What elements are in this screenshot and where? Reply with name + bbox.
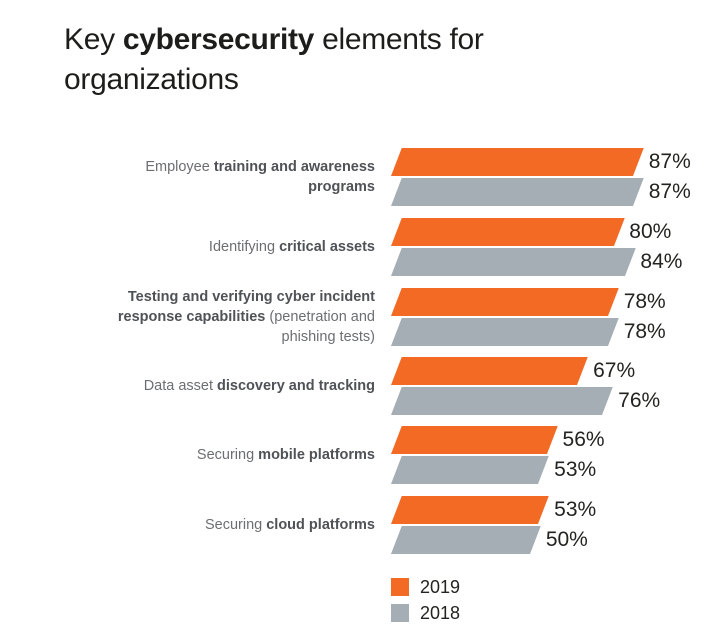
value-label-2018: 78% — [623, 320, 666, 343]
category-label-bold-text: training and awareness — [213, 159, 375, 175]
category-label: Identifying critical assets — [60, 218, 375, 276]
category-label: Securing cloud platforms — [60, 496, 375, 554]
bar-2019 — [391, 148, 644, 176]
value-label-2018: 84% — [640, 250, 683, 273]
bar-group: Securing cloud platforms 53% 50% — [0, 496, 715, 554]
bar-2018 — [391, 387, 614, 415]
value-label-2019: 53% — [554, 498, 597, 521]
legend-swatch-2019 — [391, 578, 409, 596]
page-title: Key cybersecurity elements for organizat… — [64, 20, 494, 100]
legend-swatch-2018 — [391, 604, 409, 622]
category-label-text: Data asset — [143, 378, 218, 394]
category-label-line: Identifying critical assets — [209, 237, 375, 257]
category-label-line: phishing tests) — [282, 327, 376, 347]
bar-group: Identifying critical assets 80% 84% — [0, 218, 715, 276]
value-label-2018: 50% — [545, 528, 588, 551]
legend-item-2019: 2019 — [391, 578, 460, 596]
value-label-2019: 78% — [623, 290, 666, 313]
value-label-2018: 76% — [618, 389, 661, 412]
legend-label-2019: 2019 — [420, 577, 461, 597]
category-label-bold-text: cloud platforms — [266, 517, 375, 533]
bar-2018 — [391, 318, 619, 346]
category-label-line: Testing and verifying cyber incident — [128, 287, 375, 307]
category-label-text: Identifying — [208, 239, 280, 255]
bar-group: Testing and verifying cyber incident resp… — [0, 288, 715, 346]
bar-2019 — [391, 357, 589, 385]
category-label-line: response capabilities (penetration and — [118, 307, 375, 327]
title-text-bold: cybersecurity — [122, 23, 315, 56]
bar-group: Employee training and awareness programs 8… — [0, 148, 715, 206]
category-label-bold-text: discovery and tracking — [217, 378, 375, 394]
category-label: Testing and verifying cyber incident resp… — [60, 288, 375, 346]
value-label-2019: 67% — [593, 359, 636, 382]
category-label-text: Securing — [196, 447, 259, 463]
bar-group: Data asset discovery and tracking 67% 76% — [0, 357, 715, 415]
legend-item-2018: 2018 — [391, 604, 460, 622]
category-label-bold-text: Testing and verifying cyber incident — [127, 289, 375, 305]
legend-label-2018: 2018 — [420, 603, 461, 623]
category-label-bold-text: response capabilities — [117, 309, 266, 325]
title-text-regular: Key — [64, 23, 123, 56]
category-label: Securing mobile platforms — [60, 426, 375, 484]
category-label-text: phishing tests) — [281, 329, 376, 345]
category-label-line: Employee training and awareness — [145, 157, 375, 177]
value-label-2018: 53% — [554, 458, 597, 481]
bar-2019 — [391, 426, 558, 454]
category-label: Employee training and awareness programs — [60, 148, 375, 206]
bar-2018 — [391, 526, 541, 554]
category-label-bold-text: programs — [308, 179, 375, 195]
bar-2019 — [391, 218, 625, 246]
category-label-line: Securing cloud platforms — [205, 515, 375, 535]
category-label-line: Securing mobile platforms — [197, 445, 375, 465]
chart-legend: 2019 2018 — [391, 578, 460, 630]
value-label-2018: 87% — [648, 180, 691, 203]
value-label-2019: 56% — [562, 428, 605, 451]
category-label-line: programs — [308, 177, 375, 197]
category-label-text: Employee — [145, 159, 214, 175]
bar-2018 — [391, 248, 636, 276]
bar-group: Securing mobile platforms 56% 53% — [0, 426, 715, 484]
bar-2019 — [391, 288, 619, 316]
category-label-bold-text: mobile platforms — [258, 447, 375, 463]
category-label-line: Data asset discovery and tracking — [144, 376, 375, 396]
bar-2018 — [391, 456, 550, 484]
value-label-2019: 80% — [629, 220, 672, 243]
category-label: Data asset discovery and tracking — [60, 357, 375, 415]
bar-2018 — [391, 178, 644, 206]
value-label-2019: 87% — [648, 150, 691, 173]
bar-2019 — [391, 496, 550, 524]
category-label-text: Securing — [204, 517, 267, 533]
title-text-regular-suffix: elements for organizations — [64, 23, 484, 96]
category-label-text: (penetration and — [265, 309, 375, 325]
category-label-bold-text: critical assets — [279, 239, 375, 255]
